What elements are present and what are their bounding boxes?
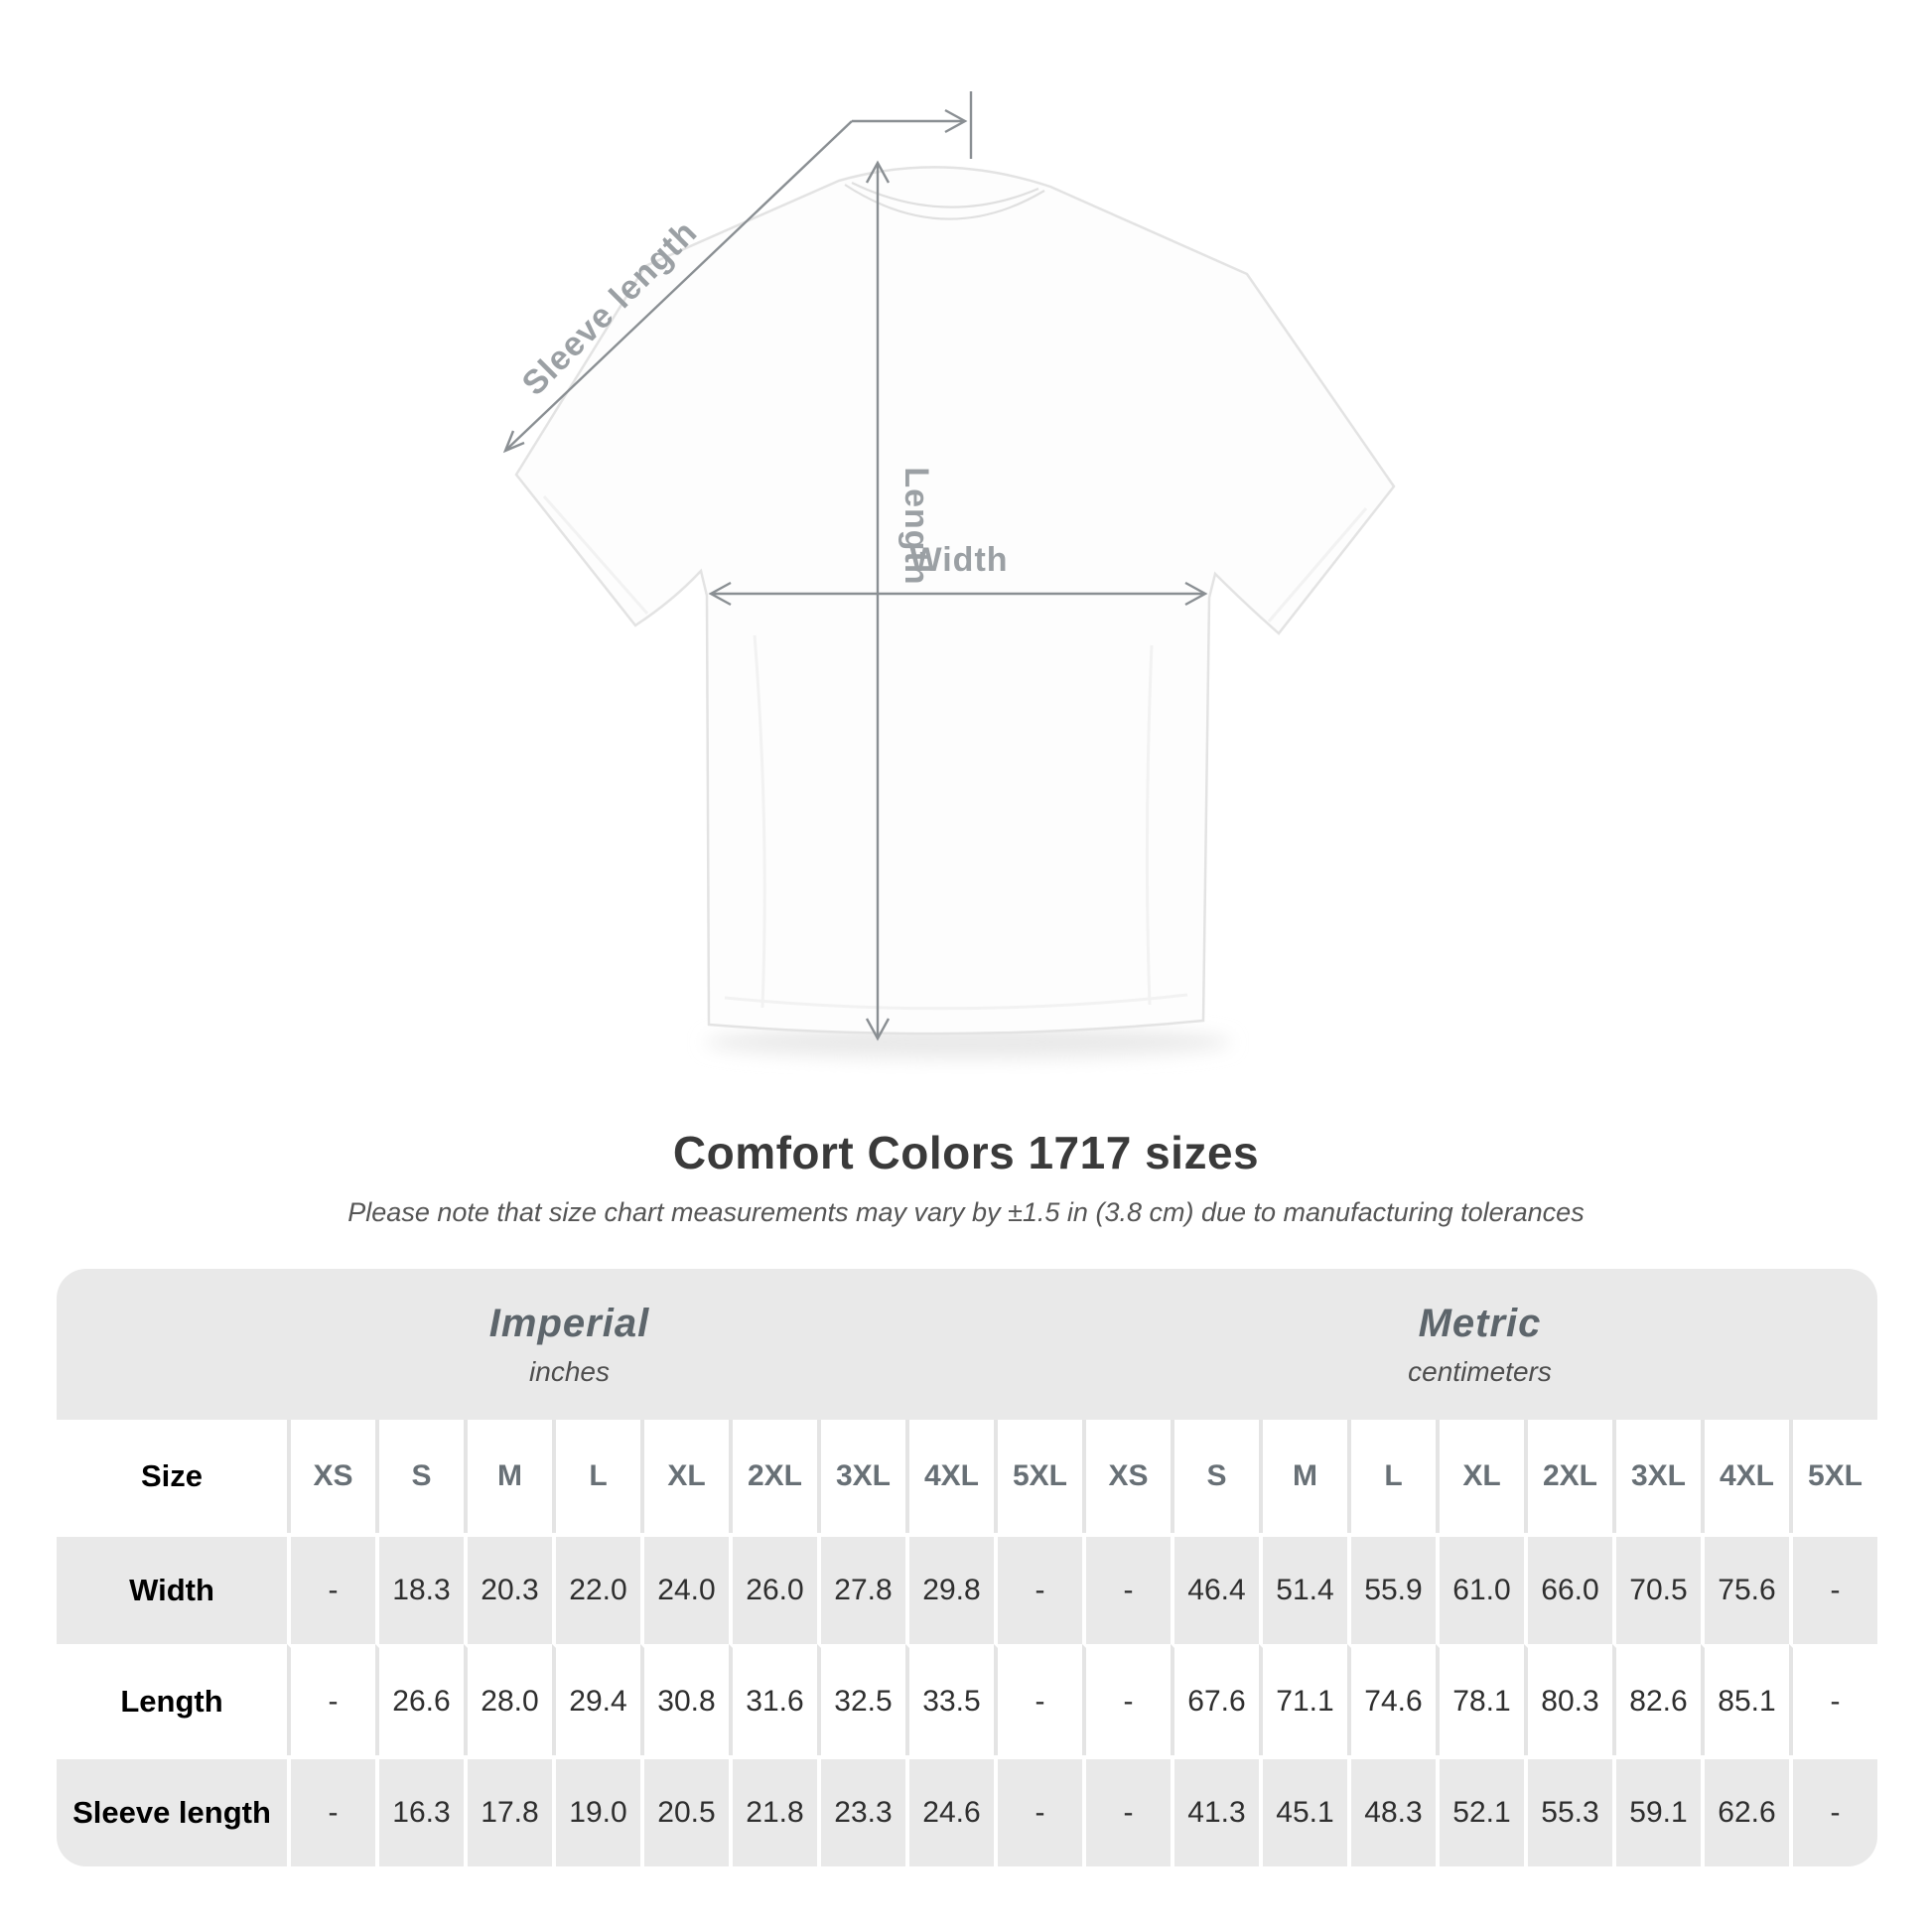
measurement-cell: 21.8 [729, 1755, 817, 1866]
measurement-cell: 82.6 [1612, 1644, 1701, 1755]
measurement-arrows [502, 91, 1208, 1041]
size-header-cell: 4XL [905, 1420, 994, 1533]
size-header-cell: 3XL [817, 1420, 905, 1533]
imperial-label: Imperial [488, 1301, 650, 1345]
measurement-cell: 33.5 [905, 1644, 994, 1755]
measurement-cell: 20.5 [640, 1755, 729, 1866]
width-arrow [708, 581, 1208, 607]
measurement-cell: 45.1 [1259, 1755, 1347, 1866]
measurement-cell: 23.3 [817, 1755, 905, 1866]
width-label: Width [909, 541, 1008, 579]
measurement-cell: 26.6 [375, 1644, 464, 1755]
measurement-cell: 29.8 [905, 1533, 994, 1644]
measurement-cell: - [287, 1755, 375, 1866]
measurement-cell: - [994, 1533, 1082, 1644]
row-label-cell: Width [57, 1533, 287, 1644]
size-header-cell: S [1171, 1420, 1259, 1533]
measurement-cell: 31.6 [729, 1644, 817, 1755]
measurement-cell: 32.5 [817, 1644, 905, 1755]
measurement-cell: 29.4 [552, 1644, 640, 1755]
measurement-cell: 27.8 [817, 1533, 905, 1644]
size-header-cell: S [375, 1420, 464, 1533]
measurement-cell: - [994, 1644, 1082, 1755]
measurement-cell: 61.0 [1436, 1533, 1524, 1644]
size-header-cell: 3XL [1612, 1420, 1701, 1533]
size-header-cell: XS [1082, 1420, 1171, 1533]
length-label: Length [897, 467, 935, 585]
measurement-cell: - [994, 1755, 1082, 1866]
unit-band-imperial: Imperial inches [57, 1269, 1082, 1420]
tshirt-measurement-diagram: Sleeve length Length Width [502, 91, 1396, 1058]
size-table: Imperial inches Metric centimeters Size X… [57, 1269, 1877, 1866]
size-header-cell: 5XL [1789, 1420, 1877, 1533]
measurement-cell: 70.5 [1612, 1533, 1701, 1644]
measurement-cell: - [1789, 1644, 1877, 1755]
measurement-cell: 24.0 [640, 1533, 729, 1644]
measurement-cell: 52.1 [1436, 1755, 1524, 1866]
row-label-cell: Length [57, 1644, 287, 1755]
size-header-cell: 5XL [994, 1420, 1082, 1533]
measurement-cell: 48.3 [1347, 1755, 1436, 1866]
size-header-corner-cell: Size [57, 1420, 287, 1533]
measurement-cell: - [287, 1644, 375, 1755]
measurement-cell: 20.3 [464, 1533, 552, 1644]
measurement-cell: 62.6 [1701, 1755, 1789, 1866]
measurement-cell: 18.3 [375, 1533, 464, 1644]
size-header-cell: L [552, 1420, 640, 1533]
sleeve-length-arrow [502, 120, 853, 454]
page-title: Comfort Colors 1717 sizes [672, 1127, 1260, 1178]
measurement-cell: 28.0 [464, 1644, 552, 1755]
size-header-cell: XL [1436, 1420, 1524, 1533]
unit-band-metric: Metric centimeters [1082, 1269, 1877, 1420]
page-subtitle: Please note that size chart measurements… [347, 1197, 1585, 1227]
measurement-cell: 19.0 [552, 1755, 640, 1866]
measurement-cell: 51.4 [1259, 1533, 1347, 1644]
measurement-cell: 80.3 [1524, 1644, 1612, 1755]
metric-label: Metric [1418, 1301, 1542, 1345]
measurement-cell: - [1082, 1644, 1171, 1755]
measurement-cell: 30.8 [640, 1644, 729, 1755]
size-header-cell: 2XL [1524, 1420, 1612, 1533]
measurement-cell: - [1789, 1755, 1877, 1866]
size-header-cell: XS [287, 1420, 375, 1533]
shirt-shadow [705, 1027, 1231, 1058]
size-header-cell: L [1347, 1420, 1436, 1533]
measurement-cell: 46.4 [1171, 1533, 1259, 1644]
measurement-cell: - [1082, 1533, 1171, 1644]
tshirt-graphic [514, 166, 1396, 1035]
measurement-cell: 55.9 [1347, 1533, 1436, 1644]
measurement-cell: 74.6 [1347, 1644, 1436, 1755]
imperial-sublabel: inches [529, 1355, 610, 1387]
metric-sublabel: centimeters [1408, 1355, 1552, 1387]
measurement-cell: 71.1 [1259, 1644, 1347, 1755]
row-label-cell: Sleeve length [57, 1755, 287, 1866]
size-header-cell: 2XL [729, 1420, 817, 1533]
measurement-cell: 85.1 [1701, 1644, 1789, 1755]
measurement-cell: 22.0 [552, 1533, 640, 1644]
measurement-cell: 41.3 [1171, 1755, 1259, 1866]
measurement-cell: - [287, 1533, 375, 1644]
measurement-cell: 78.1 [1436, 1644, 1524, 1755]
size-header-cell: 4XL [1701, 1420, 1789, 1533]
collar-offset-arrow [852, 91, 973, 159]
size-header-cell: XL [640, 1420, 729, 1533]
measurement-cell: 16.3 [375, 1755, 464, 1866]
measurement-cell: - [1789, 1533, 1877, 1644]
measurement-cell: 26.0 [729, 1533, 817, 1644]
measurement-cell: 24.6 [905, 1755, 994, 1866]
length-arrow [865, 160, 891, 1041]
measurement-cell: - [1082, 1755, 1171, 1866]
size-header-cell: M [1259, 1420, 1347, 1533]
measurement-cell: 59.1 [1612, 1755, 1701, 1866]
measurement-cell: 17.8 [464, 1755, 552, 1866]
measurement-cell: 75.6 [1701, 1533, 1789, 1644]
measurement-cell: 55.3 [1524, 1755, 1612, 1866]
measurement-cell: 66.0 [1524, 1533, 1612, 1644]
size-header-cell: M [464, 1420, 552, 1533]
measurement-cell: 67.6 [1171, 1644, 1259, 1755]
